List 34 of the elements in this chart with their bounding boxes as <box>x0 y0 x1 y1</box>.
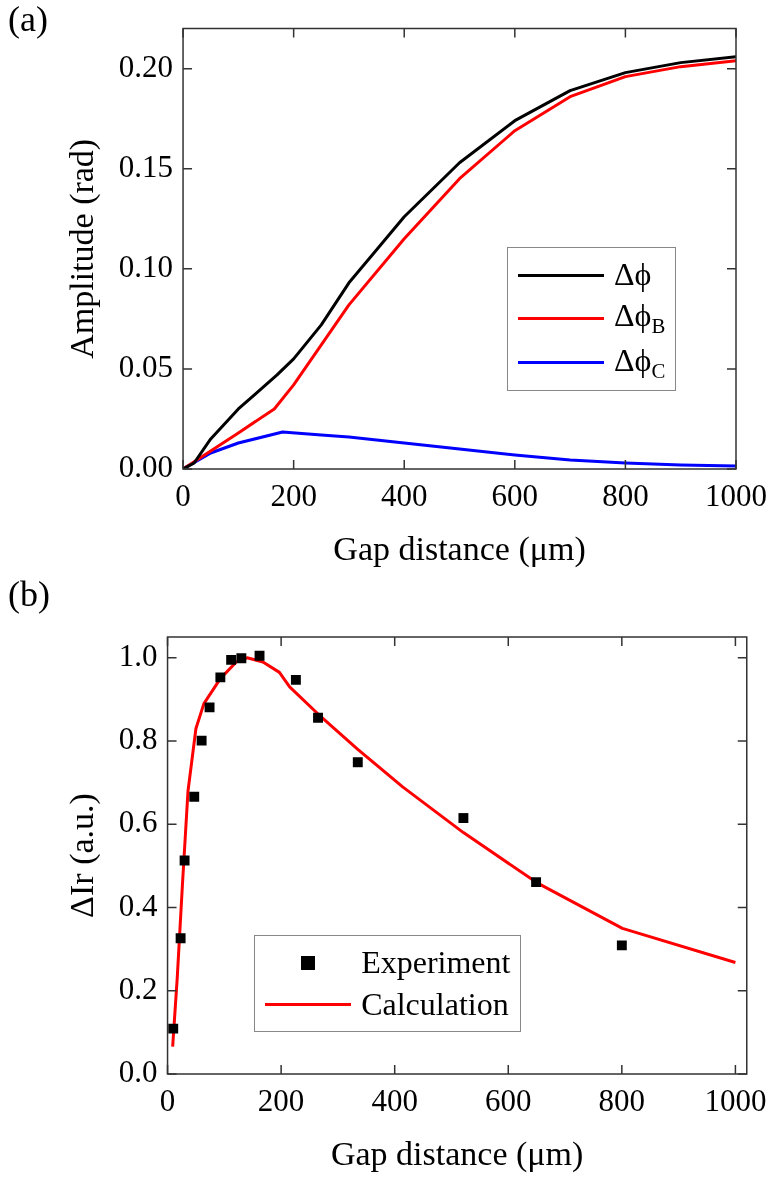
y-tick-label: 0.6 <box>118 804 158 840</box>
y-tick-label: 0.15 <box>118 148 174 184</box>
legend-label: Calculation <box>361 984 509 1024</box>
y-tick-label: 0.4 <box>118 887 159 923</box>
y-tick-label: 0.10 <box>118 248 174 284</box>
x-tick-label: 0 <box>159 1082 176 1118</box>
x-axis-title: Gap distance (μm) <box>333 529 586 568</box>
y-axis-title: ΔIr (a.u.) <box>63 793 102 918</box>
legend-label: Δϕ$_{C}$ <box>614 340 666 385</box>
legend-label: Δϕ <box>614 254 652 294</box>
y-tick-label: 0.05 <box>118 349 174 385</box>
y-tick-label: 0.20 <box>118 48 174 84</box>
x-tick-label: 0 <box>175 477 191 513</box>
y-tick-label: 0.8 <box>118 721 158 757</box>
x-tick-label: 1000 <box>705 477 767 513</box>
y-tick-label: 0.00 <box>118 449 174 485</box>
y-tick-label: 0.2 <box>118 970 158 1006</box>
y-axis-title: Amplitude (rad) <box>63 138 102 359</box>
y-tick-label: 0.0 <box>118 1054 158 1090</box>
x-tick-label: 600 <box>491 477 539 513</box>
legend-label: Experiment <box>361 943 511 982</box>
x-tick-label: 600 <box>485 1082 532 1118</box>
chart-title: (a) <box>8 0 48 40</box>
chart-title: (b) <box>8 574 50 615</box>
x-tick-label: 200 <box>257 1082 305 1118</box>
x-tick-label: 1000 <box>704 1082 767 1118</box>
x-axis-title: Gap distance (μm) <box>330 1134 584 1173</box>
y-tick-label: 1.0 <box>118 637 158 673</box>
x-tick-label: 200 <box>270 477 317 513</box>
x-tick-label: 400 <box>371 1082 418 1118</box>
legend-label: Δϕ$_{B}$ <box>614 296 666 340</box>
x-tick-label: 800 <box>602 477 649 513</box>
x-tick-label: 800 <box>598 1082 646 1118</box>
x-tick-label: 400 <box>380 477 428 513</box>
